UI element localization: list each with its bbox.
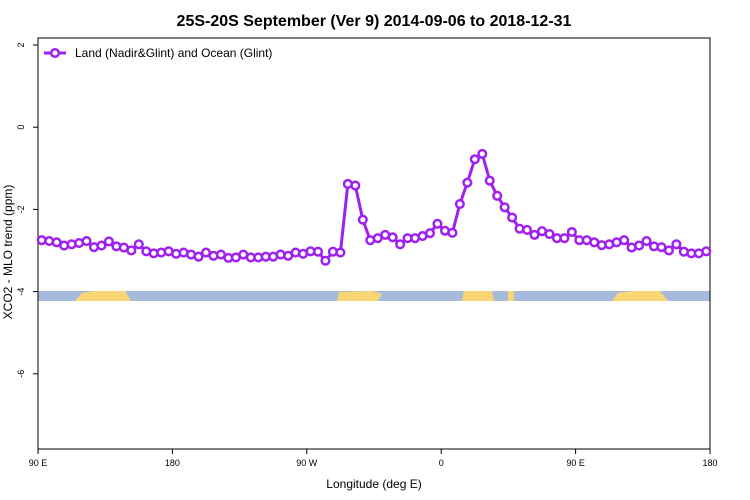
data-point <box>126 245 137 256</box>
y-tick-label: -2 <box>16 205 26 213</box>
y-tick-label: 2 <box>16 42 26 47</box>
data-point <box>357 214 368 225</box>
data-point <box>544 228 555 240</box>
data-point <box>522 224 533 235</box>
x-tick-label: 90 E <box>566 458 585 468</box>
land-ocean-strip <box>38 291 710 301</box>
x-tick-label: 180 <box>702 458 717 468</box>
data-point <box>454 198 465 210</box>
data-point <box>566 226 577 238</box>
y-tick-label: 0 <box>16 125 26 130</box>
data-point <box>529 229 540 240</box>
legend-marker <box>49 47 61 59</box>
data-point <box>432 218 443 229</box>
chart-title: 25S-20S September (Ver 9) 2014-09-06 to … <box>177 13 572 30</box>
legend-label: Land (Nadir&Glint) and Ocean (Glint) <box>75 46 272 60</box>
data-point <box>477 148 488 159</box>
data-point <box>499 202 510 213</box>
data-point <box>350 180 361 191</box>
x-tick-label: 0 <box>439 458 444 468</box>
legend-item: Land (Nadir&Glint) and Ocean (Glint) <box>44 46 272 60</box>
data-point <box>492 190 503 201</box>
data-point <box>395 239 406 250</box>
data-point <box>462 177 473 188</box>
x-tick-label: 90 W <box>296 458 318 468</box>
data-point <box>641 235 652 247</box>
data-point <box>387 232 398 243</box>
data-point <box>81 235 92 247</box>
data-point <box>507 212 518 223</box>
data-point <box>634 240 645 251</box>
data-point <box>103 236 114 247</box>
y-axis-label: XCO2 - MLO trend (ppm) <box>1 185 15 320</box>
data-point <box>663 245 674 256</box>
y-tick-label: -6 <box>16 370 26 378</box>
data-point <box>469 154 480 165</box>
data-point <box>701 246 712 257</box>
x-tick-label: 90 E <box>29 458 48 468</box>
data-point <box>133 239 144 250</box>
data-point <box>96 240 107 251</box>
data-point <box>424 228 436 239</box>
data-point <box>193 251 204 262</box>
data-point <box>312 246 324 257</box>
data-point <box>671 239 682 250</box>
y-tick-label: -4 <box>16 288 26 296</box>
data-point <box>320 255 331 266</box>
data-point <box>484 175 495 186</box>
data-point <box>559 233 570 244</box>
data-point <box>447 227 458 238</box>
data-point <box>335 247 346 258</box>
x-axis-label: Longitude (deg E) <box>326 477 421 491</box>
data-point <box>619 235 630 246</box>
x-tick-label: 180 <box>165 458 180 468</box>
